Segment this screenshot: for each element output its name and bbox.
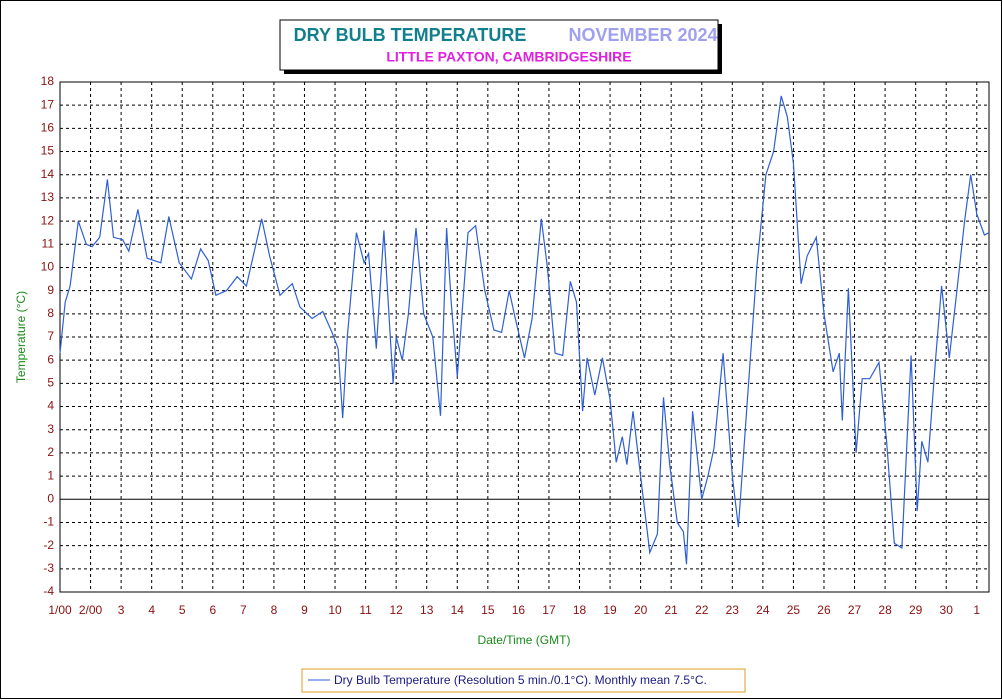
x-tick-label: 18 xyxy=(573,603,587,617)
x-tick-label: 14 xyxy=(451,603,465,617)
x-tick-label: 19 xyxy=(603,603,617,617)
series-line xyxy=(59,95,990,565)
x-tick-label: 15 xyxy=(481,603,495,617)
x-tick-label: 12 xyxy=(389,603,403,617)
title-box xyxy=(279,19,719,71)
x-tick-label: 4 xyxy=(148,603,155,617)
y-tick-label: 12 xyxy=(41,213,55,227)
y-axis-label: Temperature (°C) xyxy=(14,291,28,383)
legend-label: Dry Bulb Temperature (Resolution 5 min./… xyxy=(334,673,707,687)
x-tick-label: 29 xyxy=(909,603,923,617)
y-tick-label: -1 xyxy=(43,515,54,529)
y-tick-label: 16 xyxy=(41,121,55,135)
x-tick-label: 28 xyxy=(878,603,892,617)
y-tick-label: 13 xyxy=(41,190,55,204)
x-tick-label: 22 xyxy=(695,603,709,617)
x-tick-label: 5 xyxy=(179,603,186,617)
x-tick-label: 9 xyxy=(301,603,308,617)
x-tick-label: 21 xyxy=(665,603,679,617)
y-tick-label: 9 xyxy=(47,283,54,297)
y-tick-label: 15 xyxy=(41,144,55,158)
y-tick-label: 0 xyxy=(47,491,54,505)
x-tick-label: 27 xyxy=(848,603,862,617)
x-tick-label: 30 xyxy=(940,603,954,617)
y-tick-label: 1 xyxy=(47,468,54,482)
x-tick-label: 6 xyxy=(209,603,216,617)
x-tick-label: 23 xyxy=(726,603,740,617)
y-tick-label: 6 xyxy=(47,352,54,366)
x-tick-label: 10 xyxy=(328,603,342,617)
chart-period: NOVEMBER 2024 xyxy=(568,25,717,45)
x-tick-label: 11 xyxy=(359,603,372,617)
y-tick-label: 11 xyxy=(42,236,55,250)
x-tick-label: 13 xyxy=(420,603,434,617)
x-tick-label: 3 xyxy=(118,603,125,617)
x-tick-label: 8 xyxy=(271,603,278,617)
x-tick-label: 16 xyxy=(512,603,526,617)
x-tick-label: 24 xyxy=(756,603,770,617)
y-tick-label: 8 xyxy=(47,306,54,320)
y-tick-label: 10 xyxy=(41,260,55,274)
x-axis-label: Date/Time (GMT) xyxy=(478,633,571,647)
y-tick-label: 7 xyxy=(47,329,54,343)
y-tick-label: 4 xyxy=(47,399,54,413)
y-tick-label: -3 xyxy=(43,561,54,575)
x-tick-label: 2/00 xyxy=(79,603,103,617)
y-tick-label: 3 xyxy=(47,422,54,436)
x-tick-label: 25 xyxy=(787,603,801,617)
x-tick-label: 26 xyxy=(817,603,831,617)
y-tick-label: -2 xyxy=(43,538,54,552)
x-tick-label: 1 xyxy=(973,603,980,617)
y-tick-label: 17 xyxy=(41,97,55,111)
x-tick-label: 20 xyxy=(634,603,648,617)
x-tick-label: 17 xyxy=(542,603,556,617)
y-tick-label: 14 xyxy=(41,167,55,181)
y-tick-label: -4 xyxy=(43,584,54,598)
chart-subtitle: LITTLE PAXTON, CAMBRIDGESHIRE xyxy=(386,49,631,65)
y-tick-label: 18 xyxy=(41,74,55,88)
y-tick-label: 5 xyxy=(47,376,54,390)
chart-title: DRY BULB TEMPERATURE xyxy=(294,25,527,45)
y-tick-label: 2 xyxy=(47,445,54,459)
legend-box xyxy=(301,668,746,693)
x-tick-label: 7 xyxy=(240,603,247,617)
x-tick-label: 1/00 xyxy=(48,603,72,617)
